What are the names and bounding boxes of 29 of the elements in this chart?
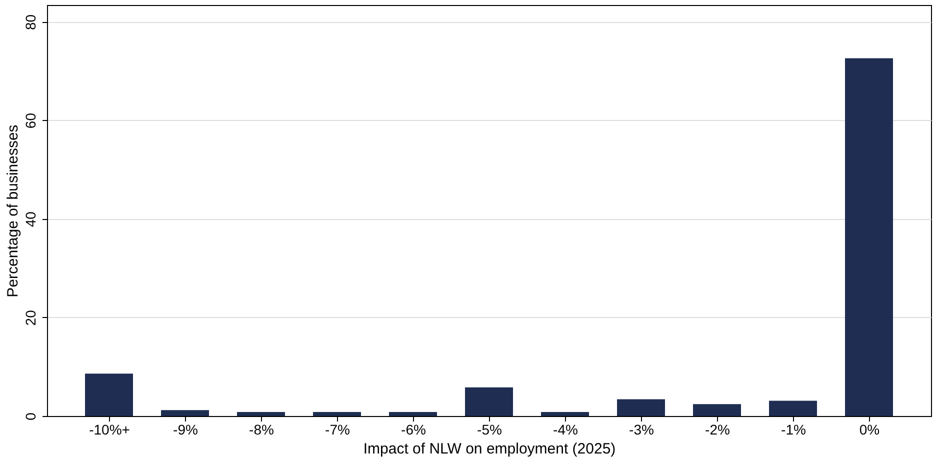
bar [313,412,361,416]
bar [693,404,741,416]
x-tick-label: -1% [781,422,806,438]
x-tick-label: -6% [401,422,426,438]
y-tick-label: 20 [22,310,38,326]
y-axis-title: Percentage of businesses [4,124,22,298]
bar [769,400,817,416]
x-tick-label: -3% [629,422,654,438]
x-tick-label: -10%+ [89,422,130,438]
y-tick-label: 40 [22,211,38,228]
x-tick-label: -9% [173,422,198,438]
x-tick-label: -4% [553,422,578,438]
x-tick-label: -5% [477,422,502,438]
x-tick-label: -2% [705,422,730,438]
bar [85,374,133,416]
bar [845,58,893,416]
bar [617,399,665,416]
y-tick-label: 80 [22,14,38,30]
bar [465,387,513,416]
x-axis-title: Impact of NLW on employment (2025) [363,440,616,458]
x-tick-label: -8% [249,422,274,438]
y-tick-label: 60 [22,112,38,129]
x-tick-label: -7% [325,422,350,438]
bar [237,412,285,416]
bar [161,410,209,416]
bar [541,412,589,416]
y-tick-label: 0 [22,412,38,420]
x-tick-label: 0% [859,422,880,438]
bar [389,412,437,416]
